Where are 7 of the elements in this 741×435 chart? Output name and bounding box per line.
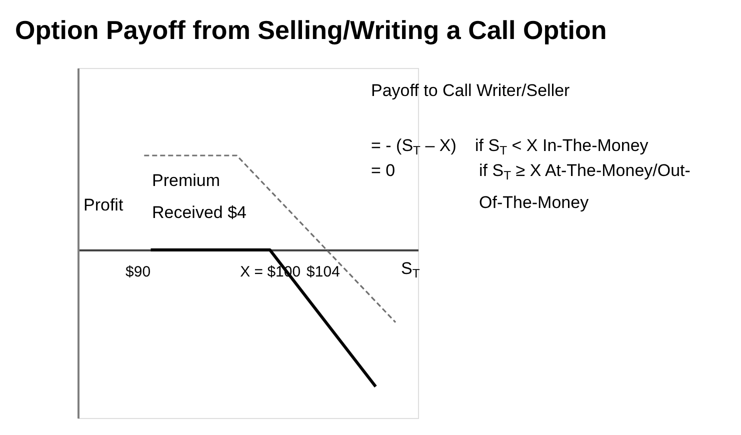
chart-title: Option Payoff from Selling/Writing a Call Option — [15, 15, 607, 45]
annotation: = 0 — [371, 161, 396, 180]
x-tick-label: $90 — [126, 263, 151, 280]
x-tick-label: $104 — [306, 263, 340, 280]
annotation: Premium Received $4 — [152, 171, 247, 222]
text: Payoff to Call Writer/Seller — [371, 81, 570, 100]
y-axis-title: Profit — [84, 196, 124, 214]
